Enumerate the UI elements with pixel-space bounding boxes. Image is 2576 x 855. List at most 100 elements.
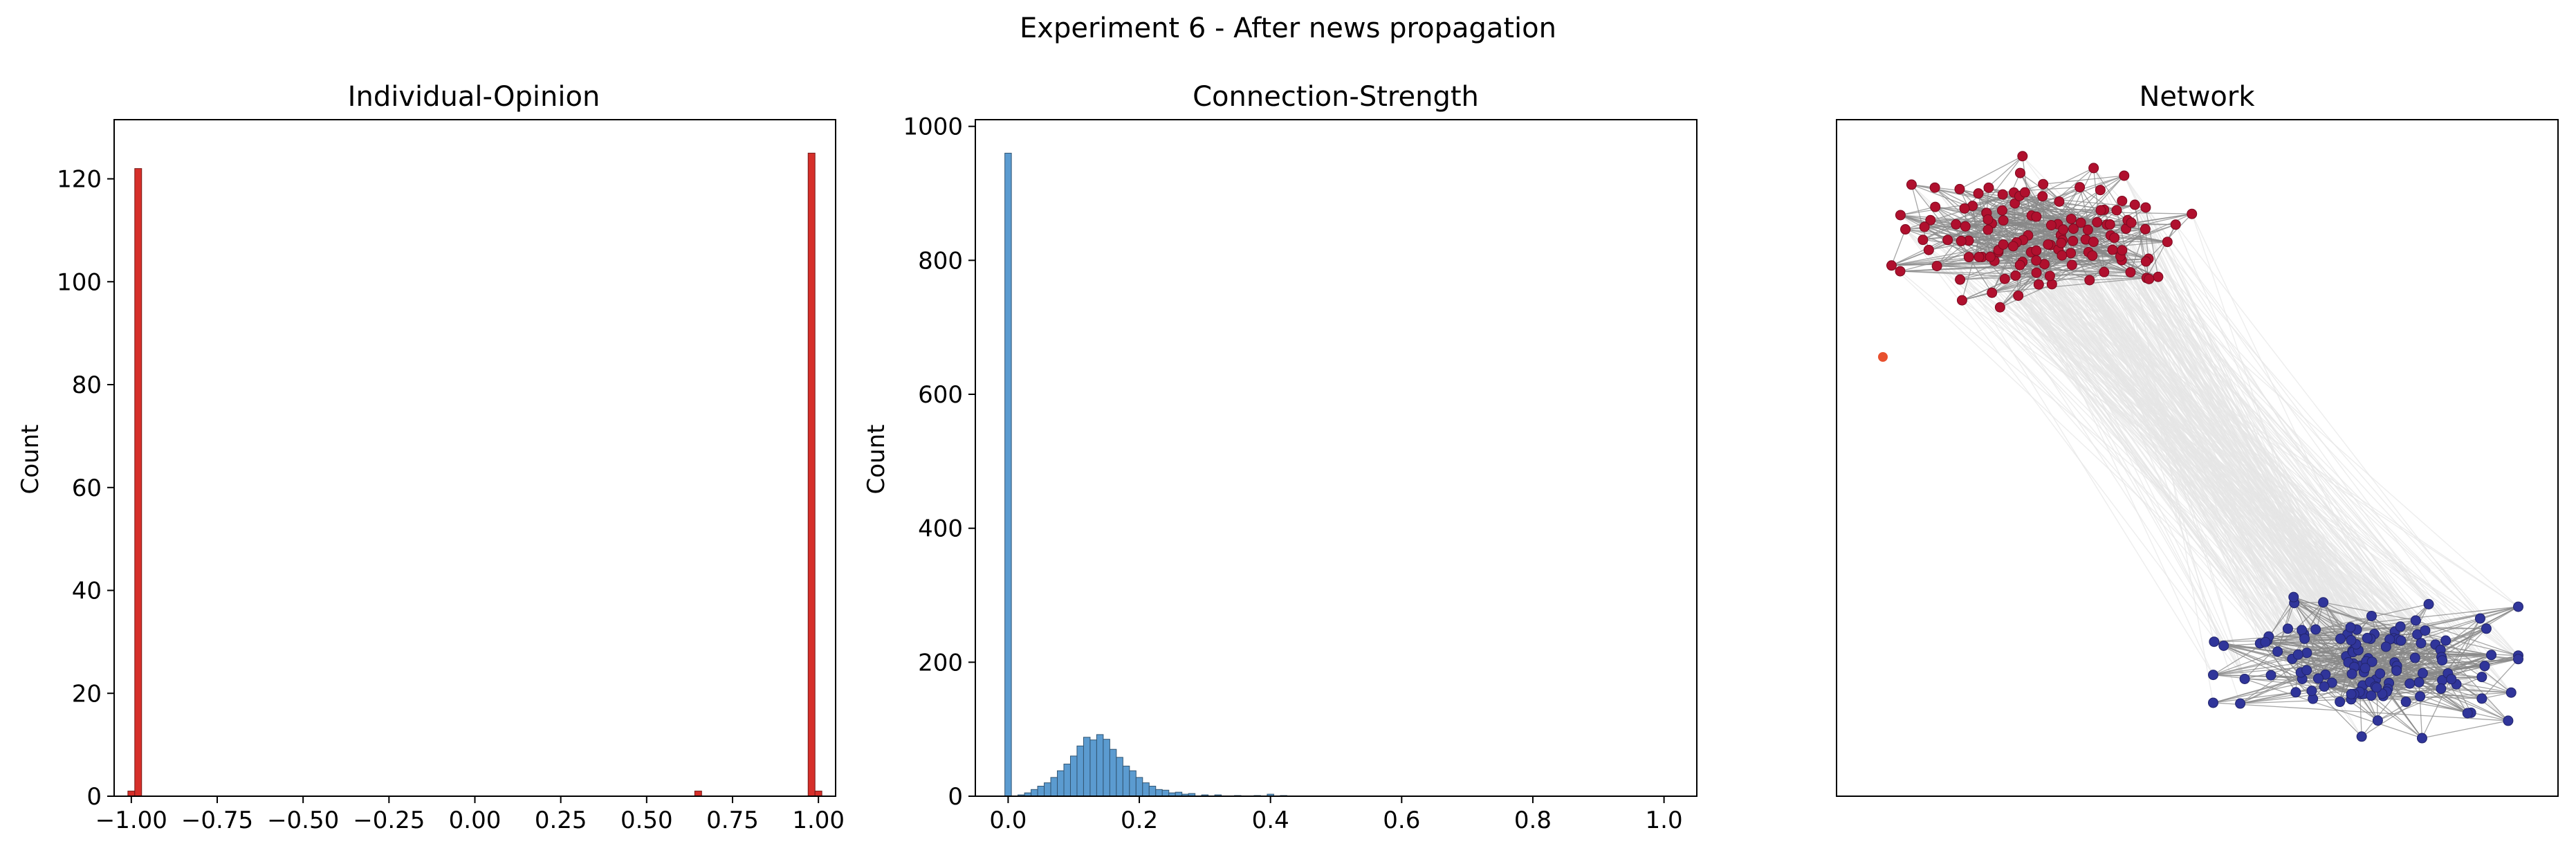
network-axes-frame <box>1836 119 2559 797</box>
network-node <box>2476 693 2487 704</box>
network-between-edge <box>2059 201 2485 667</box>
strength-bar <box>1155 789 1163 797</box>
network-between-edge <box>2004 278 2384 697</box>
network-node <box>2162 237 2173 248</box>
network-within-edge <box>2214 641 2312 692</box>
network-between-edge <box>2036 250 2492 656</box>
strength-histogram-title: Connection-Strength <box>1193 81 1479 113</box>
opinion-bar <box>807 152 816 797</box>
network-node <box>2366 690 2377 701</box>
network-between-edge <box>2110 235 2442 658</box>
opinion-x-tick-label: 1.00 <box>792 807 845 834</box>
network-within-edge <box>2375 686 2482 699</box>
network-node <box>2066 213 2077 224</box>
opinion-ticks: −1.00 −0.75 −0.50 −0.25 0.00 0.25 0.50 0.75 1.00… <box>57 166 845 834</box>
network-between-edge <box>1947 239 2356 648</box>
network-title: Network <box>2139 81 2255 113</box>
network-node <box>2288 591 2299 603</box>
network-node <box>2218 640 2229 651</box>
network-within-edge <box>1922 195 2020 241</box>
network-within-edge <box>1890 229 1906 266</box>
network-node <box>2371 682 2382 693</box>
network-node <box>1960 221 1971 232</box>
network-between-edge <box>2134 204 2443 661</box>
network-between-edge <box>2145 261 2381 674</box>
network-node <box>1906 179 1917 190</box>
network-between-edge <box>2048 243 2317 630</box>
network-node <box>2082 224 2093 235</box>
strength-bar <box>1044 782 1051 797</box>
network-between-edge <box>1964 208 2354 664</box>
network-between-edge <box>1924 226 2279 652</box>
network-node <box>1895 210 1906 221</box>
network-node <box>2068 235 2079 246</box>
network-node <box>2235 698 2246 709</box>
network-within-edge <box>2265 626 2401 643</box>
strength-y-tick-label: 0 <box>948 783 963 811</box>
opinion-axes-frame <box>113 119 836 797</box>
network-between-edge <box>2050 225 2245 679</box>
network-node <box>1956 295 1967 306</box>
network-within-edge <box>2293 596 2351 628</box>
network-node <box>2087 250 2098 261</box>
network-within-edge <box>2130 229 2146 273</box>
opinion-x-tick-label: 0.50 <box>620 807 673 834</box>
network-within-edge <box>2306 652 2492 656</box>
network-between-edge <box>2036 260 2245 679</box>
strength-bar <box>1050 777 1058 797</box>
opinion-y-tick-label: 60 <box>72 475 102 502</box>
opinion-y-axis-label: Count <box>17 425 44 495</box>
network-node <box>2117 245 2128 256</box>
network-node <box>2144 273 2155 284</box>
network-between-edge <box>2003 244 2333 683</box>
network-within-edge <box>2223 645 2303 680</box>
network-node <box>2446 674 2457 685</box>
network-node <box>1998 239 2009 250</box>
network-within-edge <box>2481 659 2519 699</box>
network-node <box>2054 196 2065 207</box>
strength-y-tick-label: 200 <box>918 649 963 677</box>
network-between-edge <box>2145 207 2512 693</box>
network-node <box>2366 610 2377 621</box>
network-node <box>2420 625 2431 636</box>
network-node <box>2129 199 2140 210</box>
network-within-edge <box>1991 224 2176 293</box>
network-node <box>1954 183 1965 194</box>
network-node <box>2476 672 2487 683</box>
network-node <box>2031 267 2042 278</box>
network-node <box>2416 733 2427 744</box>
network-node <box>2335 697 2346 708</box>
network-within-edge <box>2240 627 2351 704</box>
network-node <box>2375 668 2386 679</box>
opinion-y-tick-label: 120 <box>57 166 102 194</box>
network-node <box>2019 187 2030 198</box>
network-between-edge <box>2125 228 2301 673</box>
network-node <box>2366 656 2377 668</box>
network-within-edge <box>1891 228 2146 266</box>
network-node <box>2095 205 2106 216</box>
network-within-edge <box>2294 603 2378 721</box>
network-within-edge <box>2383 695 2482 699</box>
network-node <box>2423 598 2434 609</box>
network-between-edge <box>2022 156 2519 660</box>
network-node <box>2415 691 2426 702</box>
network-node <box>2013 290 2024 301</box>
network-node <box>2319 681 2330 692</box>
strength-y-tick-label: 400 <box>918 515 963 543</box>
network-node <box>2084 275 2095 286</box>
network-node <box>1963 252 1974 263</box>
network-within-edge <box>1936 156 2023 266</box>
network-node <box>2038 178 2049 190</box>
network-node <box>1942 235 1953 246</box>
opinion-x-tick-label: −0.50 <box>267 807 339 834</box>
network-node <box>2092 217 2103 228</box>
network-node <box>1886 260 1897 271</box>
network-between-edge <box>2072 228 2362 666</box>
network-between-edge <box>2100 210 2245 679</box>
network-between-edge <box>2087 229 2353 652</box>
strength-y-tick-label: 800 <box>918 247 963 275</box>
network-node <box>2301 665 2312 676</box>
network-node <box>1919 221 1930 232</box>
network-node <box>2362 632 2373 643</box>
network-node <box>2335 633 2346 644</box>
